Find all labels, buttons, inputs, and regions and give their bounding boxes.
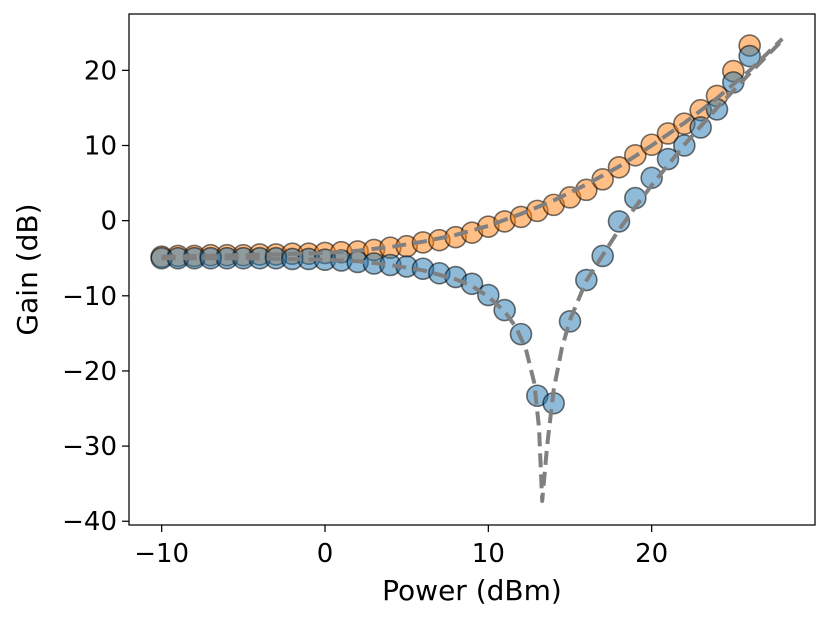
x-tick-label: 20: [635, 539, 668, 569]
y-tick-label: 20: [84, 56, 117, 86]
y-tick-label: −20: [62, 357, 117, 387]
y-tick-label: −30: [62, 432, 117, 462]
data-point: [656, 147, 680, 171]
x-tick-label: 10: [472, 539, 505, 569]
fit-line-fit-curve-upper: [161, 37, 784, 259]
y-tick-label: 0: [100, 207, 117, 237]
y-tick-label: 10: [84, 132, 117, 162]
y-tick-label: −10: [62, 282, 117, 312]
data-point: [607, 210, 631, 233]
x-tick-label: −10: [134, 539, 189, 569]
y-axis-label: Gain (dB): [11, 203, 44, 335]
y-tick-label: −40: [62, 507, 117, 537]
plot-frame: [128, 13, 816, 526]
x-axis: −10 0 10 20: [134, 525, 668, 569]
data-point: [738, 44, 761, 68]
x-tick-label: 0: [317, 539, 334, 569]
x-axis-label: Power (dBm): [382, 574, 562, 607]
y-axis: 20 10 0 −10 −20 −30 −40: [62, 56, 129, 537]
fit-line-fit-curve-lower: [161, 38, 784, 503]
plot-area: [150, 34, 784, 503]
data-point: [558, 310, 582, 333]
